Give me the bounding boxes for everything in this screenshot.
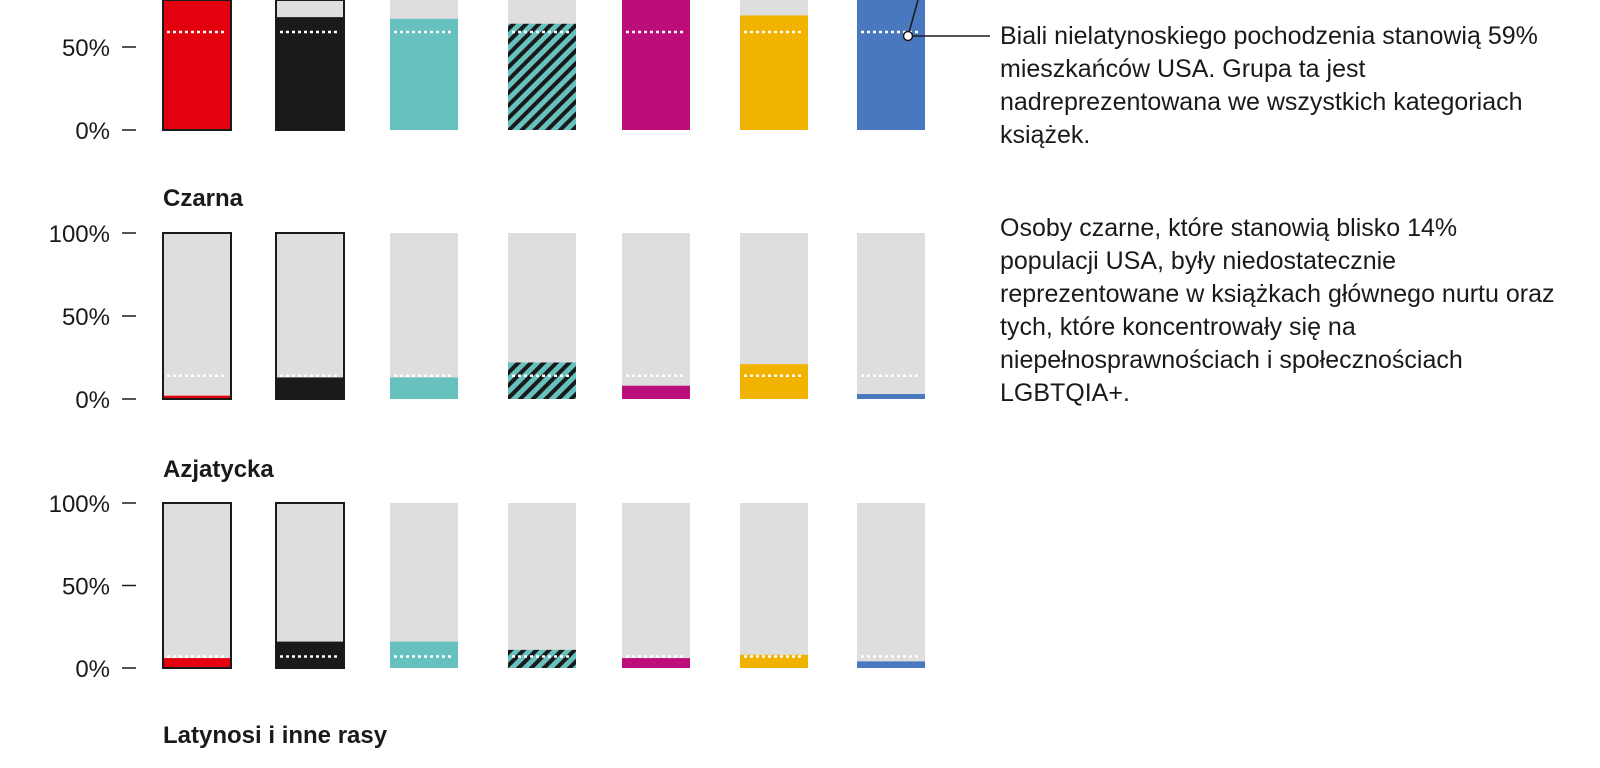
bar-value-teal (390, 18, 458, 131)
callout-dot (902, 30, 914, 42)
bar-value-teal-hatched (508, 23, 576, 130)
bar-value-teal (390, 377, 458, 399)
bar-background (857, 503, 925, 668)
bar-value-magenta (622, 658, 690, 668)
y-tick-label: 50% (62, 35, 110, 62)
bar-value-black-outlined (276, 641, 344, 668)
bar-outline (275, 232, 345, 400)
chart-panel-0: 0% 50% (62, 0, 925, 145)
bar-background (740, 503, 808, 668)
annotation-white-population: Biali nielatynoskiego pochodzenia stanow… (1000, 22, 1538, 149)
bar-value-yellow (740, 364, 808, 399)
chart-panel-3: Latynosi i inne rasy (163, 722, 388, 749)
bar-outline (162, 502, 232, 669)
bar-value-yellow (740, 15, 808, 131)
bar-value-blue (857, 394, 925, 399)
bar-value-red-outlined (163, 0, 231, 130)
bar-outline (275, 502, 345, 669)
bar-background (163, 233, 231, 399)
y-tick-label: 100% (49, 221, 110, 248)
bar-value-teal (390, 641, 458, 668)
y-tick-label: 100% (49, 491, 110, 518)
bar-value-blue (857, 0, 925, 130)
panel-title: Czarna (163, 185, 244, 212)
bar-background (390, 503, 458, 668)
bar-background (276, 233, 344, 399)
bar-outline (162, 0, 232, 131)
annotation-black-population: Osoby czarne, które stanowią blisko 14% … (1000, 214, 1555, 407)
bar-background (390, 233, 458, 399)
bar-background (622, 503, 690, 668)
bar-background (276, 503, 344, 668)
bar-outline (275, 0, 345, 131)
bar-background (857, 233, 925, 399)
panel-title: Azjatycka (163, 456, 274, 483)
bar-value-red-outlined (163, 395, 231, 399)
bar-value-black-outlined (276, 377, 344, 399)
bar-value-teal-hatched (508, 649, 576, 668)
bar-background (508, 503, 576, 668)
bar-outline (162, 232, 232, 400)
bar-value-yellow (740, 654, 808, 668)
white-annotation-callout (902, 0, 990, 42)
y-tick-label: 50% (62, 574, 110, 601)
bar-value-blue (857, 661, 925, 668)
chart-panel-2: Azjatycka 0% 50% 100% (49, 456, 925, 683)
bar-value-red-outlined (163, 658, 231, 668)
bar-value-black-outlined (276, 17, 344, 130)
y-tick-label: 0% (75, 118, 110, 145)
panel-title: Latynosi i inne rasy (163, 722, 388, 749)
y-tick-label: 0% (75, 656, 110, 683)
chart-panel-1: Czarna 0% 50% 100% (49, 185, 925, 414)
bar-value-magenta (622, 0, 690, 130)
bar-background (163, 503, 231, 668)
bar-background (622, 233, 690, 399)
y-tick-label: 50% (62, 304, 110, 331)
y-tick-label: 0% (75, 387, 110, 414)
bar-value-teal-hatched (508, 362, 576, 399)
bar-value-magenta (622, 385, 690, 399)
callout-line-up (907, 0, 919, 37)
